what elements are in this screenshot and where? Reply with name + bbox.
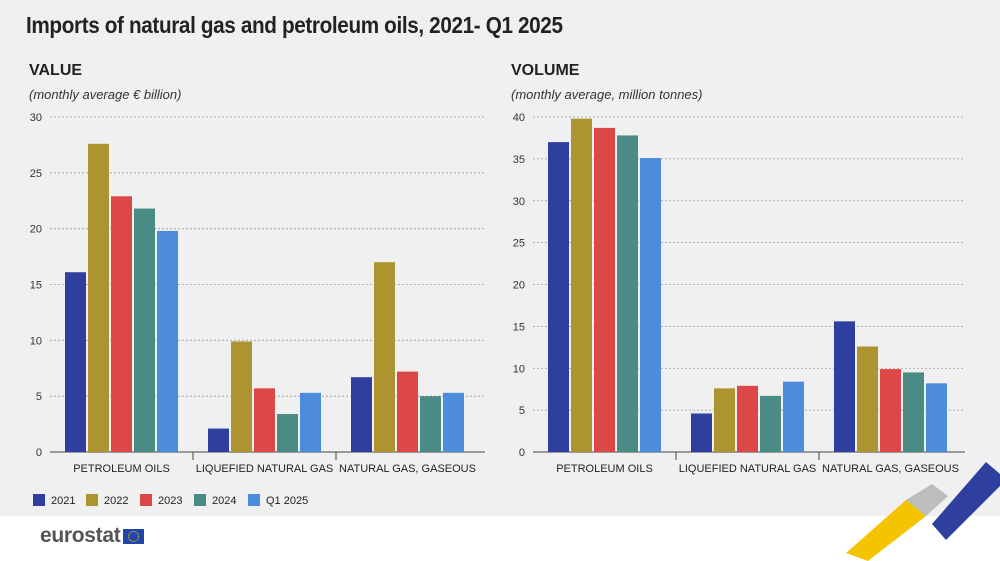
legend-label: 2022 — [104, 495, 128, 507]
bar — [65, 272, 86, 452]
legend-swatch — [33, 494, 45, 506]
bar — [231, 341, 252, 452]
bar — [374, 262, 395, 452]
value-chart-title: VALUE — [29, 62, 83, 79]
y-tick-label: 40 — [513, 112, 525, 124]
y-tick-label: 30 — [30, 112, 42, 124]
bar — [691, 413, 712, 452]
x-category-label: PETROLEUM OILS — [73, 463, 170, 475]
y-tick-label: 5 — [519, 405, 525, 417]
legend-label: 2021 — [51, 495, 75, 507]
yellow-ribbon-shape — [846, 500, 926, 561]
volume-chart-subtitle: (monthly average, million tonnes) — [511, 87, 703, 102]
eurostat-logo: eurostat — [40, 524, 145, 548]
bar — [254, 388, 275, 452]
bar — [857, 346, 878, 452]
y-tick-label: 0 — [519, 447, 525, 459]
legend-label: 2023 — [158, 495, 182, 507]
bar — [880, 369, 901, 452]
bar — [208, 428, 229, 452]
eu-flag-icon — [123, 528, 145, 544]
bar — [277, 414, 298, 452]
y-tick-label: 10 — [513, 363, 525, 375]
y-tick-label: 30 — [513, 196, 525, 208]
bar — [903, 372, 924, 452]
y-tick-label: 15 — [30, 280, 42, 292]
bar — [714, 388, 735, 452]
legend-label: 2024 — [212, 495, 236, 507]
bar — [926, 383, 947, 452]
bar — [783, 381, 804, 452]
logo-text: eurostat — [40, 524, 121, 547]
y-tick-label: 25 — [513, 238, 525, 250]
y-tick-label: 35 — [513, 154, 525, 166]
y-tick-label: 20 — [513, 280, 525, 292]
y-tick-label: 20 — [30, 224, 42, 236]
x-category-label: LIQUEFIED NATURAL GAS — [196, 463, 334, 475]
y-tick-label: 0 — [36, 447, 42, 459]
volume-chart: 0 5 10 15 20 25 30 35 40 PETROLEUM OILS LIQUEFIED … — [513, 112, 965, 475]
bar — [834, 321, 855, 452]
bar — [594, 127, 615, 452]
bar — [760, 395, 781, 452]
value-chart: 0 5 10 15 20 25 30 PETROLEUM OILS LIQUEFIED NATU… — [30, 112, 485, 475]
volume-chart-title: VOLUME — [511, 62, 580, 79]
bar — [351, 377, 372, 452]
bar — [443, 392, 464, 452]
legend-swatch — [194, 494, 206, 506]
x-category-label: NATURAL GAS, GASEOUS — [339, 463, 476, 475]
legend-swatch — [86, 494, 98, 506]
legend-label: Q1 2025 — [266, 495, 308, 507]
y-tick-label: 25 — [30, 168, 42, 180]
blue-ribbon-shape — [932, 462, 1000, 540]
bar — [571, 118, 592, 453]
value-chart-subtitle: (monthly average € billion) — [29, 87, 182, 102]
bar — [617, 135, 638, 453]
bar — [397, 371, 418, 452]
legend-swatch — [140, 494, 152, 506]
y-tick-label: 10 — [30, 335, 42, 347]
bar — [420, 396, 441, 452]
x-category-label: PETROLEUM OILS — [556, 463, 653, 475]
bar — [300, 392, 321, 452]
x-category-label: LIQUEFIED NATURAL GAS — [679, 463, 817, 475]
bar — [111, 196, 132, 452]
bar — [640, 158, 661, 452]
bar — [88, 143, 109, 453]
x-category-label: NATURAL GAS, GASEOUS — [822, 463, 959, 475]
page-title: Imports of natural gas and petroleum oil… — [26, 12, 563, 38]
legend-swatch — [248, 494, 260, 506]
bar — [737, 385, 758, 452]
y-tick-label: 5 — [36, 391, 42, 403]
grey-ribbon-shape — [906, 484, 948, 516]
legend: 2021 2022 2023 2024 Q1 2025 — [33, 494, 308, 507]
y-tick-label: 15 — [513, 321, 525, 333]
bar — [134, 208, 155, 452]
decorative-ribbon — [846, 462, 1000, 561]
bar — [548, 142, 569, 452]
bar — [157, 230, 178, 452]
